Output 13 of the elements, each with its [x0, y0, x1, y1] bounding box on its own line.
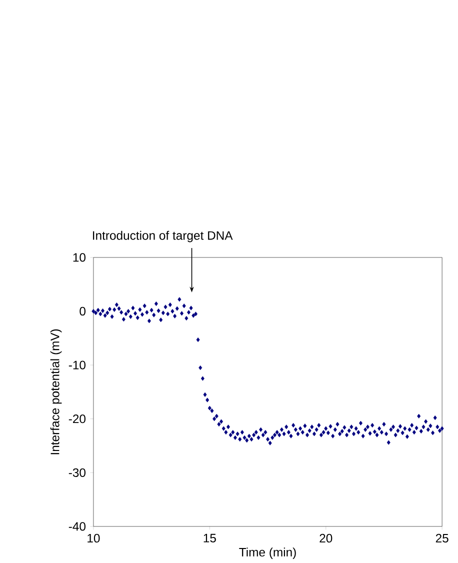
x-tick-label: 10 — [88, 534, 100, 543]
y-axis-title: Interface potential (mV) — [50, 329, 62, 454]
text: Introduction of target DNA — [93, 230, 233, 242]
y-tick-label: -40 — [69, 522, 86, 531]
y-tick-label: -20 — [69, 414, 86, 424]
x-axis-title: Time (min) — [239, 548, 296, 559]
y-tick-label: 0 — [80, 306, 86, 316]
y-tick-label: -10 — [69, 360, 86, 370]
x-tick-label: 20 — [320, 534, 332, 543]
y-tick-label: 10 — [74, 253, 86, 262]
x-tick-label: 15 — [204, 534, 216, 542]
x-tick-label: 25 — [436, 534, 449, 543]
y-tick-label: -30 — [69, 468, 86, 477]
